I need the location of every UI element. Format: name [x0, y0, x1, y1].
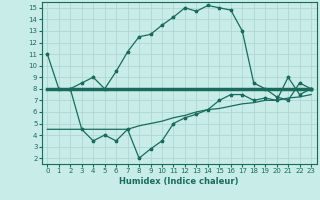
X-axis label: Humidex (Indice chaleur): Humidex (Indice chaleur) [119, 177, 239, 186]
